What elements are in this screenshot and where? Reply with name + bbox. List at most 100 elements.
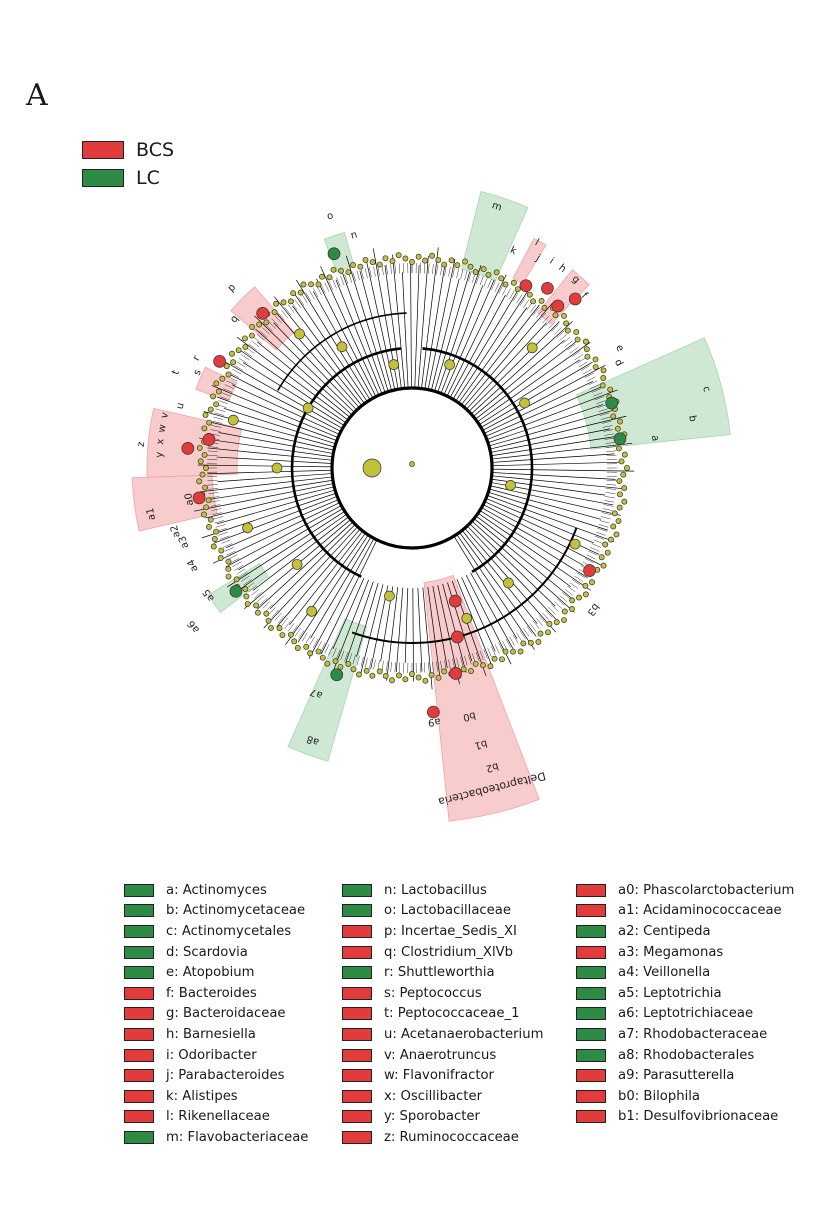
- clade-label-t: t: [170, 369, 182, 377]
- legend-swatch: [576, 1027, 606, 1041]
- taxa-legend-column-1: a: Actinomyces b: Actinomycetaceae c: Acti…: [124, 880, 308, 1148]
- leaf-node: [568, 606, 575, 612]
- leaf-node: [530, 298, 537, 305]
- tree-branch: [437, 265, 482, 393]
- leaf-branch: [572, 350, 581, 357]
- leaf-branch: [597, 528, 608, 532]
- leaf-branch: [512, 292, 519, 302]
- tree-branch: [470, 572, 515, 652]
- tree-branch: [273, 296, 363, 406]
- legend-entry: a6: Leptotrichiaceae: [576, 1004, 794, 1025]
- leaf-branch: [236, 361, 246, 368]
- leaf-branch: [505, 638, 511, 648]
- legend-swatch: [124, 966, 154, 980]
- tree-branch: [443, 279, 495, 395]
- tree-branch: [485, 384, 606, 437]
- tree-branch: [285, 532, 366, 645]
- leaf-node: [537, 630, 544, 637]
- leaf-branch: [576, 357, 586, 364]
- leaf-node: [350, 666, 357, 673]
- leaf-node: [290, 290, 297, 297]
- leaf-branch: [536, 309, 543, 318]
- leaf-branch: [373, 266, 376, 277]
- enriched-node: [568, 292, 582, 306]
- tree-branch: [316, 278, 377, 397]
- leaf-branch: [213, 516, 224, 520]
- leaf-node: [242, 586, 249, 593]
- leaf-node: [493, 269, 500, 276]
- leaf-branch: [505, 288, 511, 298]
- tree-branch: [212, 502, 341, 564]
- tree-branch: [427, 258, 456, 390]
- tree-branch: [453, 535, 518, 640]
- leaf-branch: [460, 269, 464, 280]
- tree-branch: [488, 491, 608, 531]
- legend-entry: c: Actinomycetales: [124, 921, 308, 942]
- tree-branch: [320, 266, 380, 396]
- leaf-node: [242, 343, 249, 350]
- leaf-branch: [582, 369, 592, 375]
- leaf-node: [382, 672, 389, 679]
- tree-branch: [199, 476, 333, 493]
- enriched-node: [583, 564, 596, 577]
- leaf-branch: [241, 575, 250, 582]
- leaf-branch: [424, 263, 426, 274]
- leaf-branch: [214, 520, 225, 524]
- leaf-branch: [352, 654, 356, 665]
- leaf-branch: [271, 610, 279, 618]
- leaf-branch: [602, 508, 613, 511]
- leaf-branch: [576, 572, 586, 579]
- clade-label-b0: b0: [462, 709, 477, 723]
- leaf-node: [422, 257, 428, 264]
- leaf-branch: [210, 429, 221, 432]
- leaf-branch: [207, 484, 218, 486]
- leaf-branch: [256, 333, 265, 341]
- leaf-branch: [516, 294, 523, 304]
- tree-branch: [320, 539, 378, 655]
- leaf-node: [600, 375, 607, 381]
- tree-branch: [227, 372, 342, 432]
- leaf-branch: [512, 634, 519, 644]
- enriched-node: [450, 630, 464, 644]
- leaf-node: [602, 541, 609, 548]
- leaf-node: [230, 359, 237, 366]
- group-legend: BCS LC: [82, 136, 174, 192]
- leaf-branch: [594, 396, 605, 401]
- leaf-branch: [464, 270, 468, 281]
- legend-text: a3: Megamonas: [618, 944, 724, 960]
- clade-label-p: p: [226, 282, 238, 294]
- legend-text: a8: Rhodobacterales: [618, 1047, 755, 1063]
- leaf-branch: [519, 297, 526, 306]
- leaf-branch: [601, 420, 612, 424]
- leaf-branch: [251, 340, 260, 348]
- legend-text: n: Lactobacillus: [384, 882, 487, 898]
- legend-entry: k: Alistipes: [124, 1086, 308, 1107]
- leaf-node: [582, 591, 589, 598]
- taxa-legend-column-2: n: Lactobacillus o: Lactobacillaceae p: In…: [342, 880, 543, 1148]
- leaf-node: [265, 617, 272, 624]
- leaf-branch: [265, 324, 273, 332]
- legend-swatch: [342, 1027, 372, 1041]
- leaf-branch: [578, 361, 588, 368]
- leaf-node: [467, 263, 474, 270]
- leaf-node: [388, 677, 395, 684]
- leaf-node: [206, 419, 213, 426]
- leaf-node: [213, 401, 220, 408]
- leaf-branch: [572, 579, 581, 586]
- leaf-branch: [606, 484, 617, 486]
- clade-label-u: u: [175, 402, 187, 411]
- legend-swatch: [576, 904, 606, 918]
- leaf-node: [218, 547, 225, 554]
- leaf-branch: [377, 660, 380, 671]
- tree-branch: [240, 513, 347, 590]
- internal-node: [505, 480, 516, 491]
- clade-label-k: k: [508, 245, 518, 258]
- leaf-branch: [526, 625, 533, 634]
- legend-swatch: [342, 1007, 372, 1021]
- leaf-branch: [498, 642, 504, 652]
- leaf-branch: [360, 656, 364, 667]
- tree-branch: [486, 389, 618, 440]
- tree-branch: [463, 302, 553, 408]
- leaf-branch: [588, 550, 598, 556]
- leaf-branch: [336, 649, 341, 659]
